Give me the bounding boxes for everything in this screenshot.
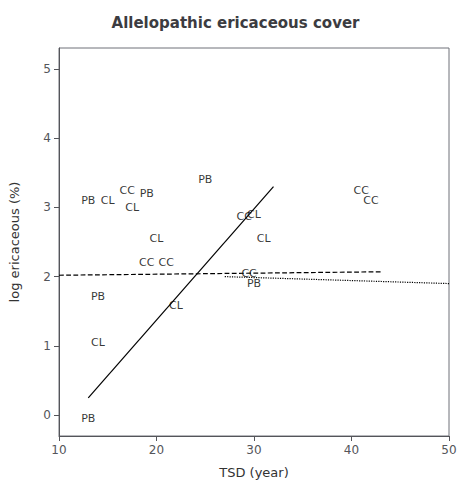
svg-text:CL: CL: [150, 232, 165, 245]
svg-text:CC: CC: [353, 183, 369, 197]
svg-text:PB: PB: [247, 277, 261, 290]
svg-text:CC: CC: [159, 256, 175, 269]
svg-text:CL: CL: [247, 207, 261, 221]
svg-text:Allelopathic ericaceous cover: Allelopathic ericaceous cover: [112, 14, 361, 32]
svg-text:CC: CC: [363, 194, 379, 207]
svg-text:TSD (year): TSD (year): [218, 465, 288, 480]
svg-text:40: 40: [344, 443, 359, 457]
svg-text:0: 0: [43, 408, 51, 422]
svg-text:1: 1: [43, 339, 51, 353]
svg-text:CL: CL: [101, 194, 116, 207]
svg-text:CL: CL: [169, 299, 184, 312]
svg-text:CC: CC: [236, 209, 252, 223]
svg-text:CL: CL: [257, 232, 272, 245]
svg-text:PB: PB: [91, 290, 105, 303]
svg-text:CC: CC: [139, 256, 155, 269]
svg-text:CL: CL: [125, 201, 140, 214]
svg-text:3: 3: [43, 200, 51, 214]
svg-text:PB: PB: [198, 173, 212, 186]
svg-text:50: 50: [441, 443, 456, 457]
svg-text:CL: CL: [91, 336, 106, 349]
svg-text:PB: PB: [81, 194, 95, 207]
svg-text:5: 5: [43, 62, 51, 76]
svg-text:PB: PB: [81, 412, 95, 425]
svg-text:2: 2: [43, 270, 51, 284]
svg-text:30: 30: [246, 443, 261, 457]
svg-text:CC: CC: [120, 184, 136, 197]
svg-text:20: 20: [149, 443, 164, 457]
svg-text:10: 10: [51, 443, 66, 457]
svg-text:log ericaceous (%): log ericaceous (%): [7, 182, 22, 303]
svg-text:4: 4: [43, 131, 51, 145]
svg-text:PB: PB: [140, 187, 154, 200]
